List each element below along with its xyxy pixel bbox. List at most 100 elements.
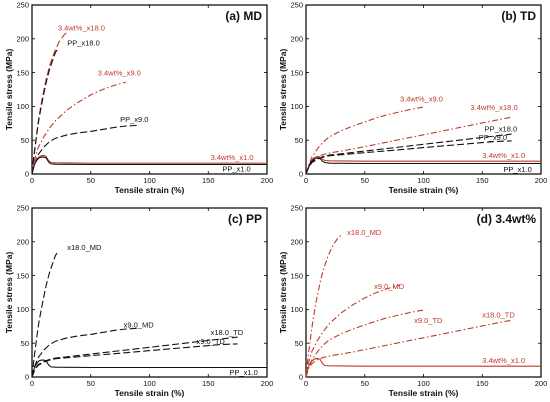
- series-line-4: [31, 359, 267, 378]
- x-axis-label: Tensile strain (%): [115, 185, 185, 195]
- x-tick-label: 150: [476, 176, 489, 185]
- x-tick-label: 150: [202, 379, 215, 388]
- series-line-1: [305, 284, 401, 378]
- series-line-0: [305, 234, 342, 378]
- series-label: 3.4wt%_x1.0: [211, 153, 254, 162]
- series-label: PP_x1.0: [229, 368, 257, 377]
- y-tick-label: 200: [16, 238, 29, 247]
- x-tick-label: 0: [30, 379, 34, 388]
- series-label: PP_x9.0: [120, 115, 148, 124]
- series-line-0: [31, 31, 68, 175]
- y-axis-label: Tensile stress (MPa): [4, 49, 14, 131]
- series-line-5: [305, 157, 541, 175]
- series-label: 3.4wt%_x9.0: [400, 95, 443, 104]
- series-label: x18.0_TD: [211, 328, 244, 337]
- series-line-3: [305, 140, 512, 175]
- series-line-5: [31, 156, 267, 175]
- y-tick-label: 50: [21, 339, 29, 348]
- x-tick-label: 0: [304, 176, 308, 185]
- y-tick-label: 50: [295, 136, 303, 145]
- series-label: PP_x1.0: [503, 165, 531, 174]
- panel-2: 0 50 100 150 200 0 50 100 150 200 250 Tensile strai…: [278, 1, 547, 195]
- y-tick-label: 0: [25, 170, 29, 179]
- x-axis-label: Tensile strain (%): [389, 388, 459, 398]
- series-label: x18.0_TD: [482, 311, 515, 320]
- x-tick-label: 150: [202, 176, 215, 185]
- series-line-3: [31, 343, 238, 378]
- series-label: x18.0_MD: [67, 243, 102, 252]
- series-label: 3.4wt%_x18.0: [471, 103, 518, 112]
- x-tick-label: 200: [535, 176, 548, 185]
- panel-1: 0 50 100 150 200 0 50 100 150 200 250 Tensile strai…: [4, 1, 273, 195]
- x-tick-label: 0: [30, 176, 34, 185]
- x-tick-label: 50: [87, 379, 95, 388]
- series-label: 3.4wt%_x9.0: [98, 68, 141, 77]
- y-axis-label: Tensile stress (MPa): [278, 49, 288, 131]
- series-label: x9.0_TD: [414, 316, 443, 325]
- series-line-1: [31, 48, 59, 175]
- panel-title: (c) PP: [228, 212, 262, 226]
- y-tick-label: 100: [290, 305, 303, 314]
- series-line-2: [305, 309, 424, 378]
- panel-title: (a) MD: [225, 9, 262, 23]
- x-tick-label: 50: [361, 176, 369, 185]
- panel-4: 0 50 100 150 200 0 50 100 150 200 250 Tensile strai…: [278, 204, 547, 398]
- y-tick-label: 200: [290, 238, 303, 247]
- x-tick-label: 100: [143, 379, 156, 388]
- x-tick-label: 100: [417, 379, 430, 388]
- y-tick-label: 250: [290, 1, 303, 10]
- series-line-4: [31, 154, 267, 175]
- y-tick-label: 0: [299, 373, 303, 382]
- series-line-0: [305, 106, 424, 175]
- series-label: 3.4wt%_x1.0: [482, 151, 525, 160]
- x-axis-label: Tensile strain (%): [115, 388, 185, 398]
- x-tick-label: 50: [361, 379, 369, 388]
- series-line-3: [31, 124, 138, 175]
- series-line-4: [305, 357, 541, 378]
- y-tick-label: 50: [21, 136, 29, 145]
- y-tick-label: 250: [290, 204, 303, 213]
- series-label: x9.0_TD: [197, 337, 226, 346]
- plot-frame: [31, 207, 268, 378]
- series-label: x9.0_MD: [374, 282, 405, 291]
- series-label: PP_x18.0: [485, 124, 518, 133]
- series-line-3: [305, 319, 512, 378]
- x-tick-label: 200: [261, 176, 274, 185]
- series-line-1: [31, 327, 138, 378]
- x-tick-label: 200: [535, 379, 548, 388]
- y-tick-label: 150: [290, 68, 303, 77]
- series-label: PP_x9.0: [479, 133, 507, 142]
- y-tick-label: 150: [290, 271, 303, 280]
- x-tick-label: 50: [87, 176, 95, 185]
- y-tick-label: 200: [16, 35, 29, 44]
- series-label: PP_x1.0: [222, 164, 250, 173]
- x-tick-label: 150: [476, 379, 489, 388]
- panel-title: (d) 3.4wt%: [477, 212, 537, 226]
- series-label: 3.4wt%_x1.0: [482, 356, 525, 365]
- y-tick-label: 200: [290, 35, 303, 44]
- y-tick-label: 0: [299, 170, 303, 179]
- series-label: 3.4wt%_x18.0: [58, 24, 105, 33]
- x-axis-label: Tensile strain (%): [389, 185, 459, 195]
- series-line-2: [31, 336, 238, 378]
- y-tick-label: 100: [16, 305, 29, 314]
- x-tick-label: 100: [143, 176, 156, 185]
- series-label: x9.0_MD: [124, 321, 155, 330]
- series-label: PP_x18.0: [67, 39, 100, 48]
- x-tick-label: 100: [417, 176, 430, 185]
- y-tick-label: 250: [16, 204, 29, 213]
- series-line-2: [305, 133, 512, 175]
- panel-title: (b) TD: [501, 9, 536, 23]
- series-label: x18.0_MD: [347, 228, 382, 237]
- y-tick-label: 100: [16, 102, 29, 111]
- y-axis-label: Tensile stress (MPa): [278, 252, 288, 334]
- plot-frame: [305, 4, 542, 175]
- y-tick-label: 150: [16, 68, 29, 77]
- x-tick-label: 0: [304, 379, 308, 388]
- y-tick-label: 250: [16, 1, 29, 10]
- y-tick-label: 100: [290, 102, 303, 111]
- panel-3: 0 50 100 150 200 0 50 100 150 200 250 Tensile strai…: [4, 204, 273, 398]
- y-axis-label: Tensile stress (MPa): [4, 252, 14, 334]
- series-line-2: [31, 81, 127, 175]
